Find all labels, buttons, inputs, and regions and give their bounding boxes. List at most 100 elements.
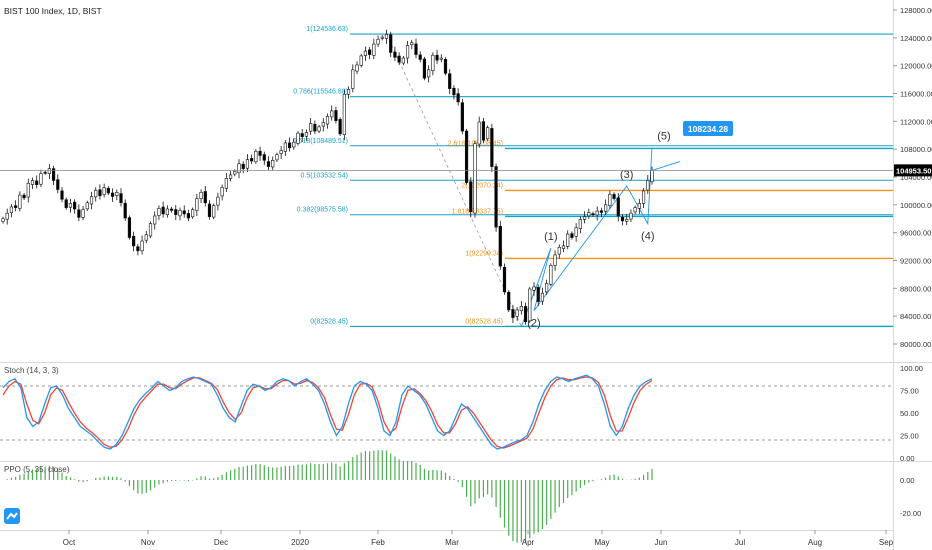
price-tick-label: 124000.00 [900,34,932,43]
candle-body-down [250,158,254,162]
candle-body-down [106,187,110,194]
candle-body-up [629,212,633,220]
candle [591,211,595,217]
candle-body-down [43,171,47,174]
candle-body-down [35,180,39,185]
candle [81,205,85,221]
candle [604,199,608,215]
candle-body-up [519,306,523,312]
candle [275,152,279,162]
candle-body-up [578,219,582,229]
candle [557,244,561,259]
candle [51,165,56,186]
candle [292,138,296,150]
candle-body-up [254,150,258,163]
candle-body-up [279,150,283,154]
ppo-panel: 0.00 -20.00 [6,450,921,544]
candle-body-up [330,110,334,118]
candle [94,187,98,202]
time-tick-label: Aug [808,538,822,547]
candle [26,178,30,203]
candle [498,220,502,270]
candle-body-up [380,36,384,39]
candle [346,86,351,99]
price-series [1,29,654,325]
candle [342,89,346,141]
candle-body-down [338,119,342,135]
candle-body-up [427,69,431,78]
candle [262,151,266,165]
fib-level-label: 0.382(98575.58) [297,207,348,214]
candle-body-up [595,210,599,216]
candle-body-down [620,216,625,222]
candle-body-up [608,194,612,206]
candle [102,183,106,198]
candle [372,38,376,60]
candle [77,204,81,222]
candle-body-up [355,64,359,72]
candle-body-up [473,143,477,214]
wave-label: (4) [641,231,654,243]
wave-label: (5) [657,131,670,143]
last-price-badge [894,164,932,177]
candle-body-up [325,116,330,125]
candle [469,177,473,218]
time-tick-label: Feb [371,538,385,547]
candle-body-up [410,42,414,45]
candle [207,200,212,220]
candle-body-down [422,58,427,79]
candle [422,56,427,81]
candle [582,211,587,224]
candle-body-up [148,223,153,237]
candle [321,118,325,132]
candle-body-up [405,45,410,59]
candle-body-up [233,171,237,175]
candle-body-up [532,286,536,291]
candle [309,117,313,135]
candle-body-down [182,210,186,215]
candle-body-up [39,173,43,185]
candle-body-up [376,38,380,45]
candle-body-down [397,55,401,63]
candle-body-down [599,210,604,213]
candle-body-up [582,216,587,220]
candle [334,106,338,124]
candle [608,190,612,209]
candle-body-down [536,287,540,302]
candle [250,154,254,164]
candle [523,302,528,325]
candle-body-down [132,235,136,247]
candle-body-up [216,196,220,206]
time-tick-label: Apr [522,538,535,547]
candle [620,214,625,226]
candle [528,286,532,323]
candle [536,284,540,307]
stoch-d-line [2,376,653,449]
candle-body-up [81,209,85,218]
candle-body-down [258,150,262,156]
candle [612,192,616,201]
time-tick-label: Jul [735,538,745,547]
candle-body-down [591,213,595,216]
candle [511,304,515,323]
candle-body-up [477,121,481,145]
candle [271,156,275,170]
price-tick-label: 116000.00 [900,90,932,99]
candle [115,189,119,201]
candle-body-down [418,54,422,60]
candle [132,231,136,252]
candle [186,209,191,221]
candle [435,49,439,64]
stoch-tick-label: 25.00 [900,432,919,441]
candle-body-up [346,89,351,95]
candle-body-up [549,265,553,285]
candle [245,154,250,172]
candle-body-up [566,233,570,247]
candle-body-down [452,87,456,96]
price-tick-label: 100000.00 [900,201,932,210]
candle-body-down [612,194,616,199]
candle [317,124,321,134]
candle-body-up [47,168,51,174]
candle-body-down [393,51,397,58]
